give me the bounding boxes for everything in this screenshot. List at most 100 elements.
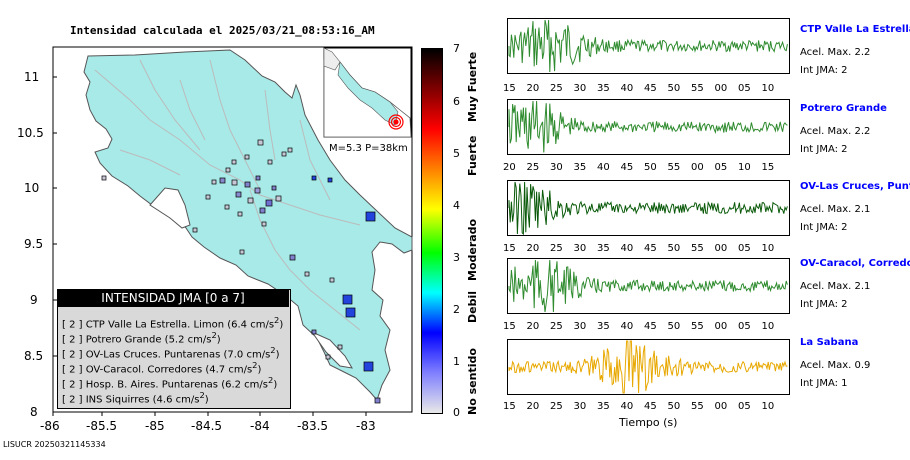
trace-tick-label: 35 <box>573 162 587 173</box>
trace-tick-label: 25 <box>550 401 563 412</box>
trace-tick-label: 15 <box>503 401 516 412</box>
trace-panel <box>507 18 790 74</box>
trace-tick-label: 00 <box>714 401 728 412</box>
station-name-link[interactable]: OV-Caracol, Corredore <box>800 258 910 269</box>
colorbar-tick: 5 <box>453 147 460 160</box>
trace-tick-label: 20 <box>503 162 516 173</box>
trace-tick-label: 30 <box>573 401 587 412</box>
trace-tick-label: 05 <box>714 162 728 173</box>
legend-title: INTENSIDAD JMA [0 a 7] <box>57 289 289 307</box>
trace-tick-label: 00 <box>714 83 728 94</box>
map-xtick-85-5: -85.5 <box>86 419 118 433</box>
trace-panel <box>507 339 790 395</box>
trace-tick-label: 50 <box>667 321 681 332</box>
trace-tick-label: 55 <box>667 162 681 173</box>
map-title: Intensidad calculada el 2025/03/21_08:53… <box>70 24 375 37</box>
trace-tick-label: 15 <box>503 243 516 254</box>
time-axis-label: Tiempo (s) <box>619 416 678 429</box>
trace-panel <box>507 99 790 155</box>
trace-tick-label: 50 <box>644 162 657 173</box>
trace-tick-label: 10 <box>761 243 775 254</box>
legend-row: [ 2 ] Hosp. B. Aires. Puntarenas (6.2 cm… <box>62 375 278 391</box>
trace-tick-label: 20 <box>526 243 540 254</box>
trace-tick-label: 40 <box>597 162 610 173</box>
trace-tick-label: 55 <box>691 401 704 412</box>
station-name-link[interactable]: CTP Valle La Estrella, L <box>800 24 910 35</box>
station-intensity: Int JMA: 2 <box>800 65 848 76</box>
costa-rica-landmass <box>83 49 413 401</box>
station-intensity: Int JMA: 2 <box>800 222 848 233</box>
station-intensity: Int JMA: 2 <box>800 299 848 310</box>
colorbar-label-fuerte: Fuerte <box>466 135 479 176</box>
map-xtick-85: -85 <box>145 419 165 433</box>
trace-tick-label: 10 <box>738 162 751 173</box>
epicenter-icon <box>388 114 404 130</box>
legend-row: [ 2 ] CTP Valle La Estrella. Limon (6.4 … <box>62 315 284 331</box>
trace-tick-label: 25 <box>550 83 563 94</box>
map-ytick-10-5: 10.5 <box>17 126 44 140</box>
legend-row: [ 2 ] OV-Caracol. Corredores (4.7 cm/s2) <box>62 360 262 376</box>
trace-tick-label: 05 <box>738 401 751 412</box>
trace-tick-label: 45 <box>620 162 634 173</box>
map-ytick-9: 9 <box>30 293 38 307</box>
trace-tick-label: 30 <box>573 321 587 332</box>
map-ytick-9-5: 9.5 <box>24 237 44 251</box>
trace-panel <box>507 258 790 314</box>
trace-tick-label: 50 <box>667 83 681 94</box>
trace-tick-label: 00 <box>691 162 704 173</box>
trace-tick-label: 10 <box>761 321 775 332</box>
legend-row: [ 2 ] OV-Las Cruces. Puntarenas (7.0 cm/… <box>62 345 280 361</box>
colorbar-label-debil: Debil <box>466 290 479 323</box>
colorbar-tick: 2 <box>453 303 460 316</box>
map-ytick-11: 11 <box>24 70 40 84</box>
trace-tick-label: 40 <box>620 321 634 332</box>
trace-tick-label: 25 <box>550 243 563 254</box>
map-xtick-84-5: -84.5 <box>191 419 223 433</box>
trace-tick-label: 45 <box>644 321 657 332</box>
trace-tick-label: 20 <box>526 401 540 412</box>
trace-tick-label: 25 <box>526 162 540 173</box>
colorbar-tick: 4 <box>453 199 460 212</box>
trace-tick-label: 40 <box>620 401 634 412</box>
trace-tick-label: 35 <box>597 243 610 254</box>
trace-tick-label: 35 <box>597 83 610 94</box>
trace-tick-label: 30 <box>550 162 563 173</box>
intensity-legend <box>57 289 291 409</box>
colorbar-tick: 0 <box>453 406 460 419</box>
colorbar-label-muy-fuerte: Muy Fuerte <box>466 51 479 122</box>
map-xtick-86: -86 <box>40 419 60 433</box>
station-acel: Acel. Max. 2.1 <box>800 281 871 292</box>
station-acel: Acel. Max. 2.2 <box>800 47 871 58</box>
trace-tick-label: 45 <box>644 401 657 412</box>
trace-tick-label: 05 <box>738 243 751 254</box>
trace-tick-label: 50 <box>667 243 681 254</box>
colorbar-label-no-sentido: No sentido <box>466 348 479 415</box>
trace-tick-label: 45 <box>644 243 657 254</box>
trace-tick-label: 50 <box>667 401 681 412</box>
legend-row: [ 2 ] Potrero Grande (5.2 cm/s2) <box>62 330 221 346</box>
trace-tick-label: 05 <box>738 83 751 94</box>
station-name-link[interactable]: La Sabana <box>800 337 859 348</box>
map-xtick-83: -83 <box>356 419 376 433</box>
trace-tick-label: 15 <box>503 83 516 94</box>
station-acel: Acel. Max. 0.9 <box>800 360 871 371</box>
footer-record-id: LISUCR 20250321145334 <box>3 440 106 449</box>
colorbar-tick: 3 <box>453 251 460 264</box>
road-network <box>94 59 361 331</box>
map-xtick-83-5: -83.5 <box>297 419 329 433</box>
map-ytick-8-5: 8.5 <box>24 349 44 363</box>
station-name-link[interactable]: OV-Las Cruces, Puntar <box>800 181 910 192</box>
map-ytick-8: 8 <box>30 405 38 419</box>
trace-tick-label: 55 <box>691 243 704 254</box>
trace-tick-label: 30 <box>573 83 587 94</box>
trace-tick-label: 15 <box>761 162 775 173</box>
intensity-color-scale <box>421 48 443 414</box>
trace-tick-label: 20 <box>526 321 540 332</box>
colorbar-tick: 6 <box>453 95 460 108</box>
trace-tick-label: 20 <box>526 83 540 94</box>
station-acel: Acel. Max. 2.1 <box>800 204 871 215</box>
station-intensity: Int JMA: 1 <box>800 378 848 389</box>
trace-tick-label: 25 <box>550 321 563 332</box>
station-name-link[interactable]: Potrero Grande <box>800 103 887 114</box>
trace-tick-label: 00 <box>714 321 728 332</box>
